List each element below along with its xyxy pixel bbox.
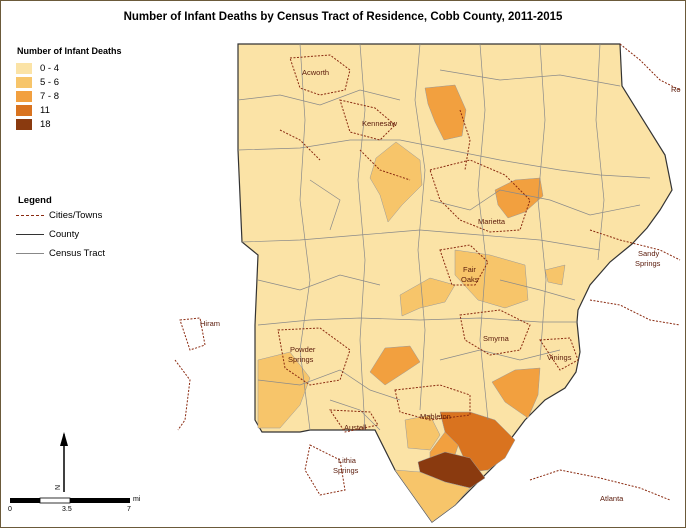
label-acworth: Acworth — [302, 68, 329, 77]
scale-label-3-5: 3.5 — [62, 506, 72, 513]
north-arrow-icon: N — [55, 432, 68, 492]
legend-swatch — [16, 76, 32, 88]
tract-class-5-6 — [454, 249, 529, 309]
legend-swatch — [16, 90, 32, 102]
tract-class-5-6 — [404, 414, 441, 451]
legend-label: 18 — [40, 118, 51, 130]
legend-class-7-8: 7 - 8 — [16, 90, 59, 102]
label-fair: Fair — [463, 265, 476, 274]
north-label: N — [55, 485, 62, 490]
tract-class-7-8 — [369, 345, 421, 386]
tract-class-5-6 — [369, 141, 423, 223]
label-ro: Ro — [671, 85, 681, 94]
legend-swatch — [16, 62, 32, 74]
label-oaks: Oaks — [461, 275, 479, 284]
legend-classes-title: Number of Infant Deaths — [17, 46, 122, 56]
legend-label: 5 - 6 — [40, 76, 60, 88]
label-smyrna: Smyrna — [483, 334, 510, 343]
tract-class-7-8 — [424, 84, 467, 141]
legend-county: County — [16, 229, 79, 240]
label-vinings: Vinings — [547, 353, 572, 362]
label-marietta: Marietta — [478, 217, 506, 226]
legend-swatch — [16, 104, 32, 116]
scale-unit: mi — [133, 496, 141, 503]
tract-class-5-6 — [257, 351, 311, 429]
label-kennesaw: Kennesaw — [362, 119, 398, 128]
tract-class-5-6 — [544, 264, 566, 286]
legend-class-0-4: 0 - 4 — [16, 62, 59, 74]
tract-class-11 — [439, 411, 516, 473]
census-tract-lines — [237, 43, 651, 431]
label-hiram: Hiram — [200, 319, 220, 328]
legend-line-swatch — [16, 234, 44, 235]
tract-class-7-8 — [494, 177, 544, 219]
legend-class-11: 11 — [16, 104, 50, 116]
label-sandy: Sandy — [638, 249, 660, 258]
legend-line-label: Census Tract — [49, 248, 105, 259]
legend-lines-title: Legend — [18, 195, 52, 206]
legend-cities-towns: Cities/Towns — [16, 210, 102, 221]
legend-swatch — [16, 118, 32, 130]
city-boundaries — [174, 43, 681, 501]
legend-line-swatch — [16, 215, 44, 216]
legend-class-5-6: 5 - 6 — [16, 76, 59, 88]
legend-line-label: Cities/Towns — [49, 210, 103, 221]
label-powder: Powder — [290, 345, 316, 354]
legend-line-swatch — [16, 253, 44, 254]
label-sandy-springs: Springs — [635, 259, 661, 268]
map-title: Number of Infant Deaths by Census Tract … — [123, 11, 563, 23]
tract-class-5-6 — [394, 469, 471, 523]
scale-label-7: 7 — [127, 506, 131, 513]
legend-census-tract: Census Tract — [16, 248, 105, 259]
label-atlanta: Atlanta — [600, 494, 624, 503]
tract-class-5-6 — [399, 277, 456, 317]
scale-label-0: 0 — [8, 506, 12, 513]
cobb-county-outline — [237, 43, 673, 523]
legend-label: 11 — [40, 104, 50, 116]
legend-class-18: 18 — [16, 118, 51, 130]
label-lithia: Lithia — [338, 456, 357, 465]
label-austell: Austell — [344, 423, 367, 432]
label-powder-springs: Springs — [288, 355, 314, 364]
legend-line-label: County — [49, 229, 80, 240]
scale-bar — [10, 497, 130, 504]
label-lithia-springs: Springs — [333, 466, 359, 475]
tract-class-7-8 — [491, 367, 541, 419]
label-mableton: Mableton — [420, 412, 451, 421]
legend-label: 7 - 8 — [40, 90, 60, 102]
legend-label: 0 - 4 — [40, 62, 60, 74]
